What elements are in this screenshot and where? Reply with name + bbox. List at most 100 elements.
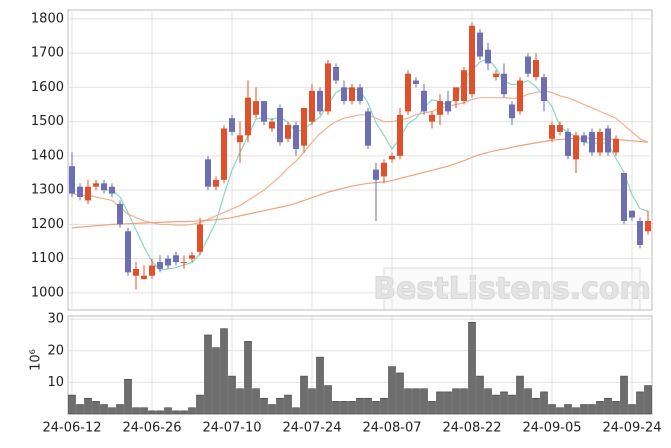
- candle-body: [573, 135, 579, 160]
- volume-bar: [412, 388, 420, 415]
- x-tick-label: 24-07-10: [202, 421, 261, 436]
- candle-body: [541, 77, 547, 102]
- candle-body: [589, 131, 595, 153]
- volume-bar: [356, 397, 364, 415]
- volume-bar: [484, 388, 492, 415]
- candle-body: [245, 97, 251, 136]
- candle-body: [637, 220, 643, 245]
- candle-body: [205, 159, 211, 187]
- candle-body: [629, 210, 635, 218]
- candle-body: [181, 262, 187, 264]
- volume-bar: [612, 401, 620, 415]
- candle-body: [229, 118, 235, 132]
- y-tick-label: 1500: [31, 114, 64, 129]
- x-tick-label: 24-09-24: [602, 421, 661, 436]
- volume-bar: [196, 394, 204, 415]
- volume-bar: [604, 397, 612, 415]
- candle-body: [557, 125, 563, 132]
- volume-bar: [276, 397, 284, 415]
- x-tick-label: 24-07-24: [282, 421, 341, 436]
- candle-body: [445, 101, 451, 112]
- volume-bar: [404, 388, 412, 415]
- volume-bar: [644, 385, 652, 415]
- candle-body: [613, 138, 619, 153]
- y-tick-label: 1700: [31, 46, 64, 61]
- volume-bar: [564, 404, 572, 415]
- volume-tick-label: 30: [47, 312, 64, 327]
- candle-body: [517, 80, 523, 112]
- candle-body: [165, 258, 171, 266]
- volume-bar: [588, 404, 596, 415]
- volume-bar: [220, 328, 228, 415]
- x-tick-label: 24-08-07: [362, 421, 421, 436]
- volume-bar: [156, 410, 164, 415]
- candle-body: [621, 173, 627, 221]
- volume-bar: [388, 366, 396, 415]
- candle-body: [365, 111, 371, 146]
- volume-bar: [428, 401, 436, 415]
- candle-body: [429, 114, 435, 122]
- y-tick-label: 1800: [31, 11, 64, 26]
- candle-body: [133, 268, 139, 276]
- volume-bar: [396, 372, 404, 415]
- candle-body: [405, 73, 411, 112]
- candle-body: [237, 135, 243, 143]
- volume-bar: [460, 388, 468, 415]
- volume-bar: [532, 397, 540, 415]
- price-panel: [67, 9, 653, 311]
- candle-body: [285, 125, 291, 139]
- candle-body: [469, 25, 475, 95]
- volume-bar: [572, 407, 580, 415]
- volume-bar: [628, 404, 636, 415]
- volume-bar: [84, 397, 92, 415]
- candle-body: [173, 255, 179, 263]
- volume-bar: [268, 404, 276, 415]
- volume-bar: [516, 375, 524, 415]
- volume-bar: [444, 391, 452, 415]
- candle-body: [85, 186, 91, 201]
- candle-body: [197, 224, 203, 252]
- volume-bar: [236, 388, 244, 415]
- candle-body: [341, 87, 347, 102]
- candle-body: [277, 107, 283, 143]
- volume-bar: [76, 404, 84, 415]
- candle-body: [645, 220, 651, 232]
- volume-bar: [228, 375, 236, 415]
- candle-body: [213, 179, 219, 187]
- volume-bar: [300, 375, 308, 415]
- x-tick-label: 24-08-22: [442, 421, 501, 436]
- candle-body: [357, 87, 363, 102]
- volume-bar: [364, 397, 372, 415]
- candle-body: [501, 73, 507, 95]
- candle-body: [421, 90, 427, 112]
- volume-bar: [148, 410, 156, 415]
- y-tick-label: 1300: [31, 183, 64, 198]
- y-tick-label: 1600: [31, 80, 64, 95]
- volume-bar: [596, 401, 604, 415]
- moving-average: [71, 137, 649, 229]
- volume-bar: [212, 347, 220, 415]
- y-tick-label: 1400: [31, 148, 64, 163]
- candle-body: [69, 166, 75, 194]
- volume-unit: 10⁶: [29, 349, 44, 371]
- volume-bar: [636, 391, 644, 415]
- candle-body: [509, 104, 515, 119]
- candle-body: [373, 169, 379, 180]
- candle-body: [397, 114, 403, 156]
- volume-bar: [324, 385, 332, 415]
- volume-bar: [124, 378, 132, 415]
- volume-bar: [492, 394, 500, 415]
- candle-body: [493, 73, 499, 78]
- volume-bar: [292, 407, 300, 415]
- candle-body: [117, 203, 123, 225]
- volume-bar: [284, 394, 292, 415]
- y-tick-label: 1000: [31, 285, 64, 300]
- candle-body: [157, 262, 163, 269]
- volume-bar: [476, 375, 484, 415]
- x-tick-label: 24-06-26: [122, 421, 181, 436]
- volume-bar: [380, 397, 388, 415]
- candle-body: [93, 183, 99, 187]
- volume-bar: [556, 407, 564, 415]
- candle-body: [125, 231, 131, 273]
- candle-body: [453, 87, 459, 102]
